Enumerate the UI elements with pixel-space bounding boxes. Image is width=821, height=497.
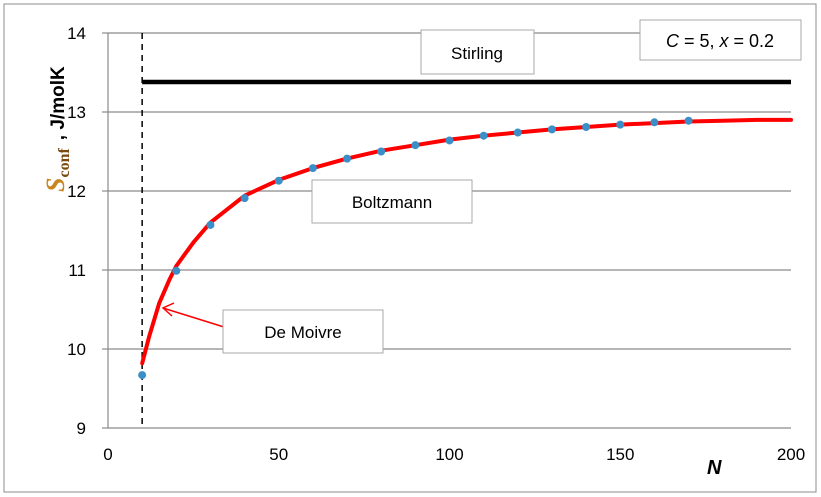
- de-moivre-label: De Moivre: [264, 323, 341, 342]
- boltzmann-point: [308, 164, 317, 173]
- params-x-val: = 0.2: [728, 31, 774, 51]
- stirling-label: Stirling: [451, 44, 503, 63]
- boltzmann-label-box: [311, 179, 473, 224]
- y-tick-label: 10: [67, 340, 86, 359]
- boltzmann-point: [274, 176, 283, 185]
- boltzmann-point: [411, 141, 420, 150]
- x-axis-label: N: [707, 457, 722, 479]
- params-x-var: x: [718, 31, 729, 51]
- x-tick-labels: 0 50 100 150 200: [103, 445, 805, 464]
- boltzmann-point: [684, 116, 693, 125]
- boltzmann-point: [343, 154, 352, 163]
- boltzmann-point: [650, 118, 659, 127]
- x-tick-label: 0: [103, 445, 112, 464]
- boltzmann-point: [479, 131, 488, 140]
- params-c-var: C: [666, 31, 680, 51]
- y-axis-label-unit: , J/molK: [48, 66, 69, 140]
- y-axis-label-subscript: conf: [56, 148, 73, 178]
- y-axis-label: Sconf , J/molK: [41, 66, 73, 192]
- svg-text:Sconf, J/molK: Sconf , J/molK: [41, 66, 73, 192]
- y-tick-label: 12: [67, 182, 86, 201]
- boltzmann-point: [206, 220, 215, 229]
- de-moivre-arrow-head: [161, 302, 175, 317]
- stirling-label-box: [420, 29, 535, 75]
- boltzmann-point: [138, 371, 147, 380]
- series-group: [138, 79, 793, 380]
- params-box: [639, 19, 802, 61]
- boltzmann-point: [445, 136, 454, 145]
- de-moivre-label-box: [222, 309, 384, 354]
- x-tick-label: 200: [777, 445, 805, 464]
- y-axis-label-symbol: S: [41, 178, 70, 192]
- boltzmann-point: [547, 125, 556, 134]
- y-tick-labels: 9 10 11 12 13 14: [67, 24, 86, 438]
- boltzmann-point: [582, 123, 591, 132]
- boltzmann-point: [513, 128, 522, 137]
- y-tick-label: 9: [77, 419, 86, 438]
- x-tick-label: 150: [606, 445, 634, 464]
- params-label: C = 5, x = 0.2: [666, 31, 774, 51]
- chart-frame: [3, 3, 817, 493]
- axes: [102, 32, 791, 429]
- y-tick-label: 11: [68, 261, 86, 280]
- x-tick-label: 100: [435, 445, 463, 464]
- boltzmann-point: [240, 194, 249, 203]
- params-c-val: = 5,: [679, 31, 720, 51]
- boltzmann-label: Boltzmann: [352, 193, 432, 212]
- boltzmann-point: [377, 147, 386, 156]
- boltzmann-point: [172, 266, 181, 275]
- x-tick-label: 50: [269, 445, 288, 464]
- y-tick-label: 13: [67, 103, 86, 122]
- boltzmann-point: [616, 120, 625, 129]
- y-tick-label: 14: [67, 24, 86, 43]
